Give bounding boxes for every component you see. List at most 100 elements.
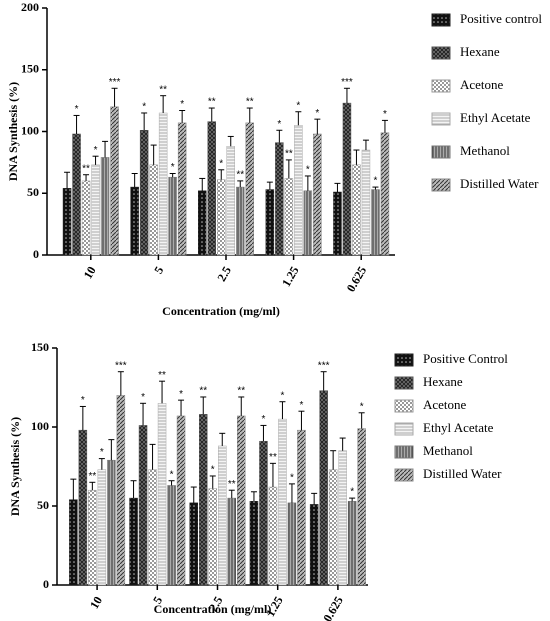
bar (313, 133, 322, 256)
bar (199, 414, 208, 586)
bar (236, 186, 245, 256)
legend-swatch (394, 376, 414, 390)
significance-label: * (211, 465, 215, 476)
bar (249, 501, 259, 586)
significance-label: * (170, 469, 174, 480)
bar (107, 459, 116, 586)
y-tick-label: 50 (27, 185, 39, 199)
bar (148, 469, 157, 586)
bar (88, 489, 97, 586)
bar (97, 469, 107, 586)
bar (138, 425, 148, 586)
bar (328, 469, 338, 586)
bar (294, 125, 303, 256)
bar (357, 428, 366, 586)
bar (361, 149, 371, 256)
legend-swatch (431, 112, 451, 126)
bar (352, 164, 361, 256)
legend-swatch (431, 46, 451, 60)
bar (371, 189, 380, 256)
significance-label: * (171, 162, 175, 173)
significance-label: ** (208, 97, 216, 108)
bar (168, 176, 177, 256)
y-axis-label: DNA Synthesis (%) (8, 417, 22, 516)
significance-label: ** (246, 97, 254, 108)
bar (347, 501, 357, 586)
bar (167, 485, 176, 586)
bar (218, 445, 227, 586)
bar (100, 157, 110, 256)
significance-label: * (315, 108, 319, 119)
significance-label: * (277, 119, 281, 130)
legend-label: Hexane (460, 44, 500, 59)
bar (380, 132, 390, 256)
bar (207, 121, 216, 256)
bar (189, 502, 198, 586)
bar (208, 488, 217, 586)
bar (157, 403, 167, 586)
significance-label: ** (269, 452, 277, 463)
bar (342, 102, 352, 256)
bar (278, 418, 287, 586)
significance-label: * (280, 390, 284, 401)
legend-label: Ethyl Acetate (460, 110, 531, 125)
bar (309, 504, 319, 586)
y-tick-label: 200 (21, 0, 39, 14)
significance-label: ** (237, 386, 245, 397)
significance-label: * (142, 102, 146, 113)
significance-label: * (179, 389, 183, 400)
bar (227, 497, 236, 586)
legend-swatch (394, 422, 414, 436)
x-tick-label: 0.625 (320, 594, 346, 621)
legend-label: Acetone (460, 77, 504, 92)
significance-label: * (141, 392, 145, 403)
bar (129, 497, 138, 586)
x-tick-label: 0.625 (344, 264, 370, 294)
legend-label: Distilled Water (460, 176, 539, 191)
y-tick-label: 50 (37, 498, 49, 512)
y-tick-label: 150 (31, 340, 49, 354)
legend-label: Methanol (460, 143, 510, 158)
x-tick-label: 2.5 (214, 264, 234, 284)
y-tick-label: 0 (33, 247, 39, 261)
bar (78, 429, 88, 586)
significance-label: * (383, 109, 387, 120)
legend-label: Methanol (423, 443, 473, 458)
bar (226, 146, 235, 256)
x-tick-label: 10 (87, 594, 105, 611)
y-tick-label: 0 (43, 577, 49, 591)
bar (176, 415, 186, 586)
bar (91, 164, 100, 256)
legend-swatch (431, 178, 451, 192)
bar (69, 499, 78, 586)
significance-label: * (180, 99, 184, 110)
x-tick-label: 1.25 (279, 264, 302, 289)
bar (303, 190, 313, 256)
significance-label: * (94, 145, 98, 156)
significance-label: ** (159, 84, 167, 95)
significance-label: ** (158, 370, 166, 381)
significance-label: * (290, 473, 294, 484)
significance-label: * (373, 176, 377, 187)
legend-swatch (394, 353, 414, 367)
significance-label: * (350, 487, 354, 498)
bar (62, 188, 72, 256)
bar (110, 106, 119, 256)
bar (158, 112, 168, 256)
bar (116, 395, 126, 586)
significance-label: ** (199, 386, 207, 397)
bar (259, 440, 268, 586)
significance-label: ** (228, 479, 236, 490)
bar (72, 133, 81, 256)
legend-label: Positive Control (423, 351, 508, 366)
bar (333, 191, 342, 256)
bar (297, 429, 306, 586)
bar (237, 415, 246, 586)
significance-label: *** (341, 77, 353, 88)
significance-label: * (360, 401, 364, 412)
legend-swatch (431, 13, 451, 27)
legend-swatch (394, 445, 414, 459)
significance-label: ** (285, 149, 293, 160)
x-axis-label: Concentration (mg/ml) (154, 602, 272, 616)
